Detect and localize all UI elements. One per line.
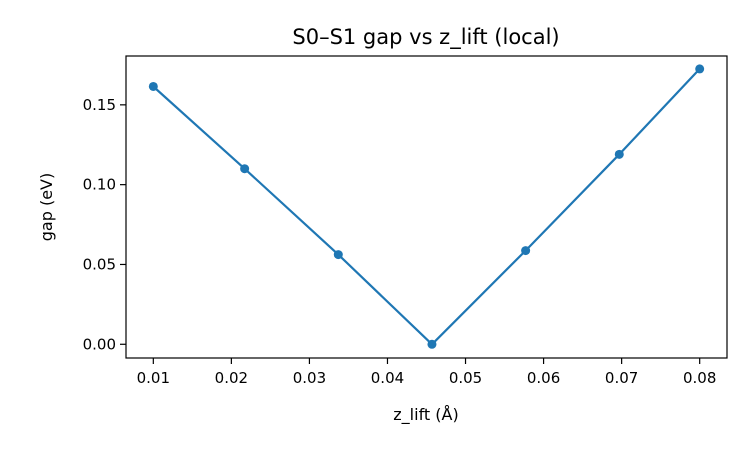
x-tick-label: 0.07	[605, 369, 638, 387]
x-axis-label: z_lift (Å)	[393, 405, 458, 425]
y-tick-label: 0.00	[83, 335, 116, 353]
x-tick-label: 0.02	[215, 369, 248, 387]
x-tick-label: 0.05	[449, 369, 482, 387]
data-point	[695, 64, 705, 74]
y-axis: 0.00 0.05 0.10 0.15	[83, 96, 126, 353]
x-tick-label: 0.04	[371, 369, 404, 387]
x-tick-label: 0.06	[527, 369, 560, 387]
y-tick-label: 0.10	[83, 176, 116, 194]
data-point	[521, 246, 531, 256]
x-tick-label: 0.03	[293, 369, 326, 387]
y-tick-label: 0.15	[83, 96, 116, 114]
data-point	[240, 164, 250, 174]
data-point	[427, 339, 437, 349]
plot-frame	[125, 55, 728, 359]
x-tick-label: 0.01	[137, 369, 170, 387]
chart-title: S0–S1 gap vs z_lift (local)	[292, 25, 559, 50]
x-axis: 0.01 0.02 0.03 0.04 0.05 0.06 0.07 0.08	[137, 358, 716, 387]
series-line	[152, 68, 701, 346]
data-point	[614, 149, 624, 159]
x-tick-label: 0.08	[683, 369, 716, 387]
series-layer	[148, 64, 705, 349]
data-point	[148, 81, 158, 91]
data-point	[333, 250, 343, 260]
y-axis-label: gap (eV)	[37, 173, 56, 241]
y-tick-label: 0.05	[83, 255, 116, 273]
